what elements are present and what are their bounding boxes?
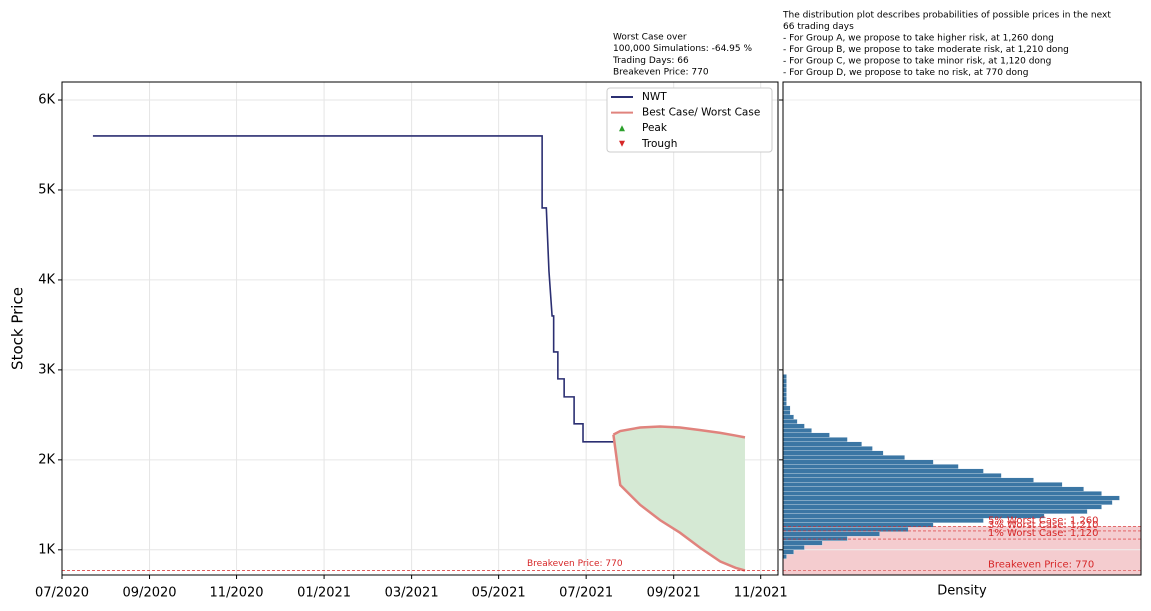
histogram-bar: [782, 405, 791, 411]
histogram-bar: [782, 432, 830, 438]
histogram-bar: [782, 486, 1084, 492]
y-tick-label: 3K: [38, 362, 55, 377]
x-tick-label: 07/2021: [559, 586, 613, 601]
annotation: The distribution plot describes probabil…: [782, 11, 1111, 21]
x-tick-label: 09/2020: [123, 586, 177, 601]
threshold-label: Breakeven Price: 770: [988, 560, 1094, 571]
annotation: - For Group A, we propose to take higher…: [783, 34, 1054, 44]
histogram-bar: [782, 450, 884, 456]
histogram-bar: [782, 504, 1102, 510]
histogram-bar: [782, 549, 794, 555]
axes-frame: [782, 81, 1142, 576]
histogram-bar: [782, 374, 787, 380]
legend-marker: [619, 140, 625, 147]
annotation: 66 trading days: [783, 22, 854, 32]
histogram-bar: [782, 446, 873, 452]
histogram-bar: [782, 477, 1034, 483]
x-tick-label: 09/2021: [647, 586, 701, 601]
x-tick-label: 01/2021: [297, 586, 351, 601]
legend-label: NWT: [642, 91, 667, 103]
annotation: Breakeven Price: 770: [613, 68, 709, 78]
range-line: [612, 425, 746, 439]
y-tick-label: 4K: [38, 272, 55, 287]
histogram-bar: [782, 419, 798, 425]
histogram-bar: [782, 495, 1120, 501]
x-tick-label: 05/2021: [472, 586, 526, 601]
histogram-bar: [782, 387, 787, 393]
histogram-bar: [782, 545, 805, 550]
histogram-bar: [782, 536, 848, 541]
histogram-bar: [782, 531, 880, 537]
legend: NWT Best Case/ Worst Case Peak Trough: [606, 87, 773, 153]
histogram-bar: [782, 473, 1002, 478]
histogram-bar: [782, 410, 791, 416]
y-axis-label: Stock Price: [9, 287, 27, 370]
histogram-bar: [782, 378, 787, 384]
annotation: - For Group C, we propose to take minor …: [783, 57, 1051, 67]
threshold-label: 1% Worst Case: 1,120: [988, 528, 1099, 539]
histogram-bar: [782, 468, 984, 474]
breakeven-label: Breakeven Price: 770: [527, 559, 623, 569]
histogram-bar: [782, 428, 812, 434]
legend-label: Trough: [641, 138, 677, 150]
histogram-bar: [782, 414, 794, 420]
histogram-bar: [782, 383, 787, 389]
annotation: - For Group B, we propose to take modera…: [783, 45, 1069, 55]
histogram-bar: [782, 509, 1088, 514]
histogram-bar: [782, 459, 934, 465]
range-line: [612, 434, 746, 572]
threshold-label: 5% Worst Case: 1,260: [988, 515, 1099, 526]
legend-label: Best Case/ Worst Case: [642, 107, 760, 119]
x-tick-label: 07/2020: [35, 586, 89, 601]
y-tick-label: 2K: [38, 452, 55, 467]
histogram-bar: [782, 491, 1102, 496]
histogram-bar: [782, 518, 984, 523]
y-tick-label: 1K: [38, 542, 55, 557]
x-axis-label: Density: [937, 584, 987, 599]
x-tick-label: 11/2020: [210, 586, 264, 601]
histogram-bar: [782, 554, 787, 559]
x-tick-label: 11/2021: [734, 586, 788, 601]
annotation: 100,000 Simulations: -64.95 %: [613, 44, 752, 54]
annotation: Worst Case over: [613, 33, 687, 43]
histogram-bar: [782, 437, 848, 443]
legend-label: Peak: [642, 122, 668, 134]
histogram-bar: [782, 423, 805, 429]
histogram-bar: [782, 455, 905, 460]
annotation: Trading Days: 66: [612, 56, 689, 66]
legend-box: [606, 87, 773, 153]
x-tick-label: 03/2021: [385, 586, 439, 601]
annotation: - For Group D, we propose to take no ris…: [783, 68, 1028, 78]
axes-frame: [61, 81, 779, 576]
histogram-bar: [782, 441, 862, 447]
range-area: [613, 426, 745, 571]
histogram-bar: [782, 464, 959, 469]
histogram-bar: [782, 482, 1063, 487]
histogram-bar: [782, 540, 823, 546]
histogram-bar: [782, 392, 787, 398]
legend-marker: [619, 125, 625, 132]
histogram-bar: [782, 401, 787, 407]
y-tick-label: 6K: [38, 92, 55, 107]
y-tick-label: 5K: [38, 182, 55, 197]
histogram-bar: [782, 500, 1113, 505]
threshold-label: 3% Worst Case: 1,210: [988, 520, 1099, 531]
histogram-bar: [782, 396, 787, 402]
price-line: [92, 135, 614, 443]
